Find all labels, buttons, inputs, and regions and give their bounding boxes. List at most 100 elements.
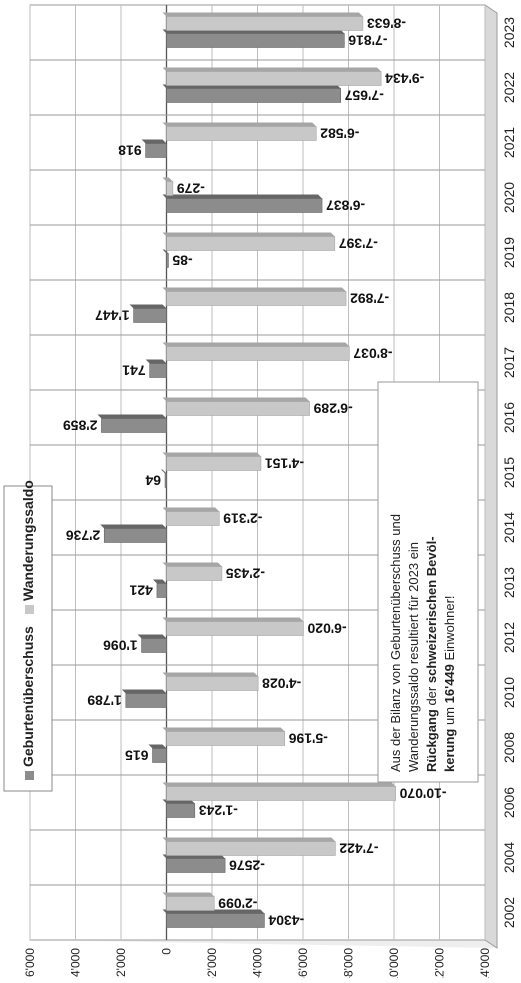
data-label-group: -10'070 bbox=[399, 786, 446, 802]
data-label: 615 bbox=[125, 748, 149, 764]
data-label-group: -4'028 bbox=[262, 676, 301, 692]
data-label: -10'070 bbox=[399, 786, 446, 802]
bar-geburtenueberschuss-top bbox=[138, 635, 167, 639]
data-label-group: 64 bbox=[145, 473, 161, 489]
bar-geburtenueberschuss-top bbox=[142, 140, 167, 144]
bar-wanderungssaldo bbox=[167, 567, 222, 581]
bar-wanderungssaldo bbox=[167, 402, 310, 416]
bar-wanderungssaldo bbox=[167, 512, 220, 526]
annotation-bold-text: schweizerischen Bevöl- bbox=[424, 536, 439, 683]
axis-tick-label: -8'000 bbox=[342, 948, 356, 978]
data-label-group: -5'196 bbox=[289, 731, 328, 747]
data-label-group: 615 bbox=[125, 748, 149, 764]
axis-tick-label-group: 4'000 bbox=[69, 948, 83, 977]
data-label-group: -7'892 bbox=[350, 291, 389, 307]
annotation-bold-text: 16'449 bbox=[442, 664, 457, 703]
data-label: -7'422 bbox=[339, 841, 378, 857]
axis-tick-label: 0 bbox=[160, 948, 174, 955]
bar-wanderungssaldo bbox=[167, 457, 261, 471]
year-label-group: 2021 bbox=[501, 127, 517, 158]
bar-wanderungssaldo-top bbox=[163, 123, 317, 127]
annotation-line: Rückgang der schweizerischen Bevöl- bbox=[424, 536, 439, 772]
data-label-group: 918 bbox=[118, 143, 142, 159]
bar-wanderungssaldo-top bbox=[163, 68, 382, 72]
data-label-group: 1'789 bbox=[87, 693, 122, 709]
axis-tick-label: 4'000 bbox=[69, 948, 83, 977]
year-label: 2012 bbox=[501, 622, 517, 653]
data-label: -279 bbox=[177, 181, 205, 197]
bar-geburtenueberschuss bbox=[146, 144, 167, 158]
bar-wanderungssaldo-top bbox=[163, 673, 259, 677]
data-label-group: -4304 bbox=[268, 913, 304, 929]
year-label-group: 2008 bbox=[501, 732, 517, 763]
data-label-group: -2'099 bbox=[218, 896, 257, 912]
bar-geburtenueberschuss bbox=[142, 639, 167, 653]
data-label: -4'028 bbox=[262, 676, 301, 692]
bar-geburtenueberschuss bbox=[150, 364, 167, 378]
annotation-text: Wanderungssaldo resultiert für 2023 ein bbox=[406, 542, 421, 772]
legend-swatch-geburtenueberschuss bbox=[25, 771, 34, 780]
data-label-group: -6'289 bbox=[313, 401, 352, 417]
annotation-text: Einwohner! bbox=[442, 595, 457, 664]
year-label: 2010 bbox=[501, 677, 517, 708]
bar-wanderungssaldo bbox=[167, 237, 335, 251]
data-label: 2'859 bbox=[63, 418, 98, 434]
data-label: -1'243 bbox=[199, 803, 238, 819]
bar-wanderungssaldo-top bbox=[163, 893, 215, 897]
data-label: -5'196 bbox=[289, 731, 328, 747]
year-label: 2004 bbox=[501, 842, 517, 873]
axis-tick-label-group: -12'000 bbox=[433, 948, 447, 978]
year-label-group: 2010 bbox=[501, 677, 517, 708]
data-label-group: -7'816 bbox=[348, 33, 387, 49]
annotation-text: Aus der Bilanz von Geburtenüberschuss un… bbox=[388, 514, 403, 772]
bar-geburtenueberschuss-top bbox=[100, 525, 166, 529]
axis-tick-label: -14'000 bbox=[478, 948, 492, 978]
bar-geburtenueberschuss-top bbox=[130, 305, 167, 309]
annotation-text: um bbox=[442, 703, 457, 728]
bar-wanderungssaldo-top bbox=[163, 783, 396, 787]
axis-tick-label-group: -10'000 bbox=[387, 948, 401, 978]
axis-tick-label-group: -6'000 bbox=[296, 948, 310, 978]
bar-wanderungssaldo bbox=[167, 897, 215, 911]
bar-geburtenueberschuss bbox=[126, 694, 167, 708]
axis-tick-label: -4'000 bbox=[251, 948, 265, 978]
axis-tick-label: 6'000 bbox=[23, 948, 37, 977]
axis-tick-label-group: 6'000 bbox=[23, 948, 37, 977]
year-label-group: 2014 bbox=[501, 512, 517, 543]
data-label-group: -6'837 bbox=[326, 198, 365, 214]
axis-tick-label-group: -4'000 bbox=[251, 948, 265, 978]
data-label: 2'736 bbox=[66, 528, 101, 544]
legend-label-wanderungssaldo: Wanderungssaldo bbox=[20, 480, 36, 601]
data-label-group: -6'020 bbox=[307, 621, 346, 637]
year-label: 2016 bbox=[501, 402, 517, 433]
data-label-group: 421 bbox=[129, 583, 153, 599]
year-label: 2017 bbox=[501, 347, 517, 378]
annotation-bold-text: Rückgang bbox=[424, 709, 439, 772]
axis-tick-label-group: -8'000 bbox=[342, 948, 356, 978]
year-label: 2020 bbox=[501, 182, 517, 213]
data-label-group: -7'397 bbox=[339, 236, 378, 252]
data-label-group: -8'633 bbox=[367, 16, 406, 32]
data-label: -7'892 bbox=[350, 291, 389, 307]
bar-geburtenueberschuss bbox=[167, 804, 195, 818]
data-label: -2'435 bbox=[226, 566, 265, 582]
bar-geburtenueberschuss bbox=[167, 34, 345, 48]
data-label-group: -2'435 bbox=[226, 566, 265, 582]
year-label: 2018 bbox=[501, 292, 517, 323]
data-label: -6'837 bbox=[326, 198, 365, 214]
year-label-group: 2012 bbox=[501, 622, 517, 653]
year-label-group: 2015 bbox=[501, 457, 517, 488]
year-label: 2013 bbox=[501, 567, 517, 598]
data-label: 918 bbox=[118, 143, 142, 159]
bar-wanderungssaldo-top bbox=[163, 398, 310, 402]
data-label: 1'096 bbox=[103, 638, 138, 654]
year-label: 2021 bbox=[501, 127, 517, 158]
data-label: 421 bbox=[129, 583, 153, 599]
bar-geburtenueberschuss bbox=[167, 254, 169, 268]
bar-wanderungssaldo bbox=[167, 72, 382, 86]
data-label: -6'582 bbox=[320, 126, 359, 142]
data-label-group: -8'037 bbox=[353, 346, 392, 362]
data-label: -8'037 bbox=[353, 346, 392, 362]
bar-wanderungssaldo-top bbox=[163, 233, 335, 237]
